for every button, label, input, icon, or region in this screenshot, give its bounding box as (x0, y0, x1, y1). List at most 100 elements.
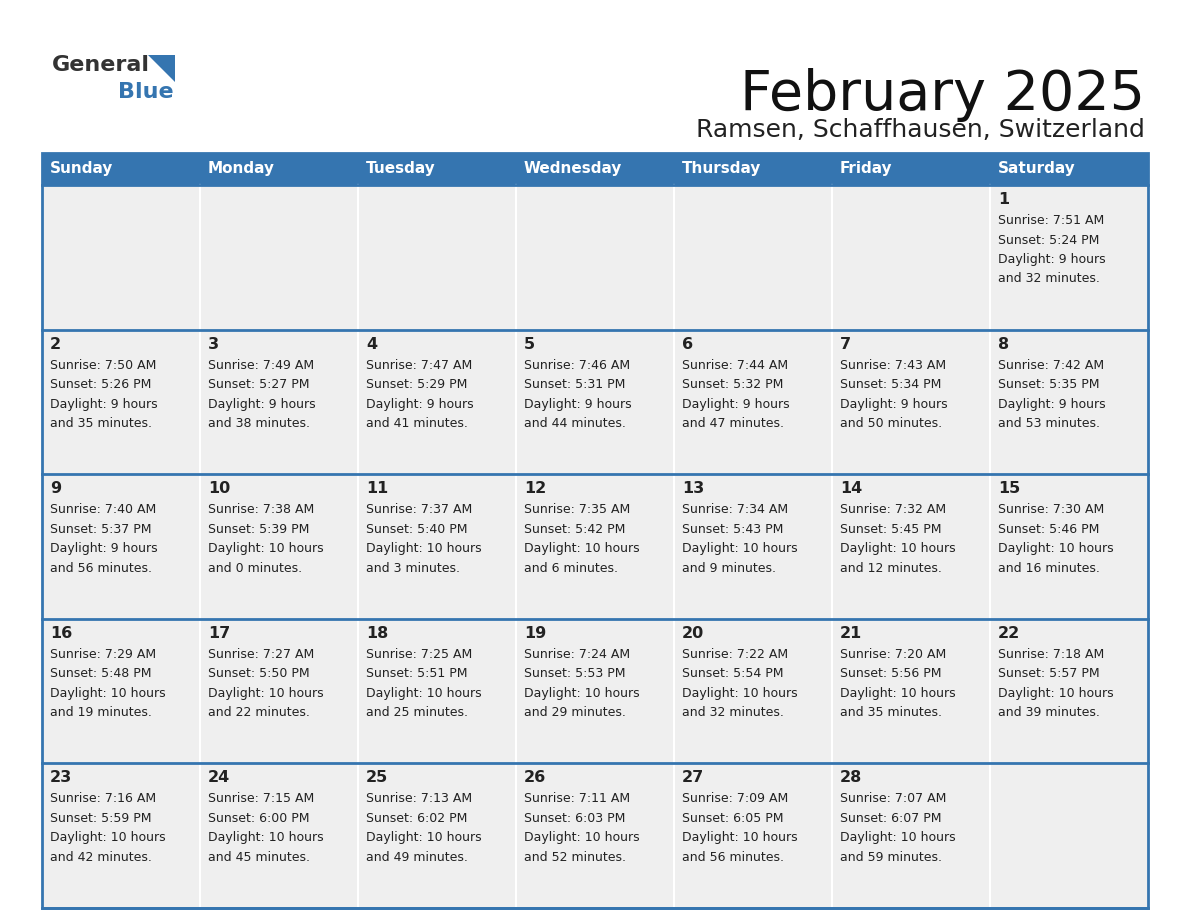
Text: Daylight: 9 hours: Daylight: 9 hours (998, 253, 1106, 266)
Text: and 38 minutes.: and 38 minutes. (208, 417, 310, 431)
Text: 13: 13 (682, 481, 704, 497)
Text: Daylight: 10 hours: Daylight: 10 hours (208, 543, 323, 555)
Text: 10: 10 (208, 481, 230, 497)
Text: Sunrise: 7:32 AM: Sunrise: 7:32 AM (840, 503, 946, 516)
Text: Sunset: 5:57 PM: Sunset: 5:57 PM (998, 667, 1100, 680)
Text: Daylight: 10 hours: Daylight: 10 hours (366, 543, 481, 555)
Text: Sunrise: 7:16 AM: Sunrise: 7:16 AM (50, 792, 156, 805)
Text: 1: 1 (998, 192, 1009, 207)
Text: Sunrise: 7:49 AM: Sunrise: 7:49 AM (208, 359, 314, 372)
Text: Sunrise: 7:13 AM: Sunrise: 7:13 AM (366, 792, 472, 805)
Text: and 35 minutes.: and 35 minutes. (50, 417, 152, 431)
Text: 5: 5 (524, 337, 535, 352)
Bar (832, 475, 990, 619)
Text: Sunrise: 7:35 AM: Sunrise: 7:35 AM (524, 503, 631, 516)
Text: Monday: Monday (208, 162, 274, 176)
Bar (200, 330, 358, 475)
Text: and 44 minutes.: and 44 minutes. (524, 417, 626, 431)
Text: 15: 15 (998, 481, 1020, 497)
Text: Daylight: 10 hours: Daylight: 10 hours (840, 687, 955, 700)
Bar (990, 330, 1148, 475)
Text: Sunrise: 7:46 AM: Sunrise: 7:46 AM (524, 359, 630, 372)
Text: 11: 11 (366, 481, 388, 497)
Text: and 56 minutes.: and 56 minutes. (682, 851, 784, 864)
Text: Sunday: Sunday (50, 162, 113, 176)
Text: 2: 2 (50, 337, 61, 352)
Text: Sunset: 5:46 PM: Sunset: 5:46 PM (998, 522, 1099, 536)
Text: and 3 minutes.: and 3 minutes. (366, 562, 460, 575)
Text: Sunset: 5:45 PM: Sunset: 5:45 PM (840, 522, 942, 536)
Text: Sunrise: 7:50 AM: Sunrise: 7:50 AM (50, 359, 157, 372)
Text: 25: 25 (366, 770, 388, 786)
Bar (832, 185, 990, 330)
Text: Daylight: 10 hours: Daylight: 10 hours (682, 687, 797, 700)
Text: Sunset: 5:24 PM: Sunset: 5:24 PM (998, 233, 1099, 247)
Text: Wednesday: Wednesday (524, 162, 623, 176)
Text: 18: 18 (366, 626, 388, 641)
Text: 3: 3 (208, 337, 219, 352)
Text: and 12 minutes.: and 12 minutes. (840, 562, 942, 575)
Text: Sunrise: 7:34 AM: Sunrise: 7:34 AM (682, 503, 788, 516)
Text: and 32 minutes.: and 32 minutes. (682, 706, 784, 720)
Bar (516, 330, 674, 475)
Text: and 22 minutes.: and 22 minutes. (208, 706, 310, 720)
Bar (42, 185, 200, 330)
Text: Daylight: 10 hours: Daylight: 10 hours (50, 687, 165, 700)
Text: Daylight: 9 hours: Daylight: 9 hours (50, 397, 158, 410)
Bar (42, 153, 1148, 908)
Text: and 39 minutes.: and 39 minutes. (998, 706, 1100, 720)
Bar (674, 330, 832, 475)
Bar (990, 619, 1148, 764)
Text: Sunset: 5:43 PM: Sunset: 5:43 PM (682, 522, 783, 536)
Text: and 45 minutes.: and 45 minutes. (208, 851, 310, 864)
Text: and 50 minutes.: and 50 minutes. (840, 417, 942, 431)
Text: and 35 minutes.: and 35 minutes. (840, 706, 942, 720)
Text: 27: 27 (682, 770, 704, 786)
Bar (200, 475, 358, 619)
Text: Blue: Blue (118, 82, 173, 102)
Polygon shape (148, 55, 175, 82)
Text: Sunrise: 7:40 AM: Sunrise: 7:40 AM (50, 503, 157, 516)
Text: and 53 minutes.: and 53 minutes. (998, 417, 1100, 431)
Text: and 16 minutes.: and 16 minutes. (998, 562, 1100, 575)
Text: February 2025: February 2025 (740, 68, 1145, 122)
Text: Sunset: 5:50 PM: Sunset: 5:50 PM (208, 667, 310, 680)
Text: Sunrise: 7:20 AM: Sunrise: 7:20 AM (840, 648, 947, 661)
Text: Sunrise: 7:30 AM: Sunrise: 7:30 AM (998, 503, 1105, 516)
Bar (516, 619, 674, 764)
Text: and 59 minutes.: and 59 minutes. (840, 851, 942, 864)
Bar (358, 475, 516, 619)
Text: Sunset: 5:34 PM: Sunset: 5:34 PM (840, 378, 941, 391)
Text: Daylight: 9 hours: Daylight: 9 hours (50, 543, 158, 555)
Text: Sunrise: 7:37 AM: Sunrise: 7:37 AM (366, 503, 473, 516)
Text: Sunrise: 7:07 AM: Sunrise: 7:07 AM (840, 792, 947, 805)
Bar (516, 764, 674, 908)
Bar (990, 475, 1148, 619)
Text: and 25 minutes.: and 25 minutes. (366, 706, 468, 720)
Bar (200, 619, 358, 764)
Bar (832, 764, 990, 908)
Bar (990, 185, 1148, 330)
Text: Daylight: 10 hours: Daylight: 10 hours (366, 832, 481, 845)
Bar (674, 619, 832, 764)
Text: and 42 minutes.: and 42 minutes. (50, 851, 152, 864)
Text: Daylight: 10 hours: Daylight: 10 hours (366, 687, 481, 700)
Text: Daylight: 9 hours: Daylight: 9 hours (840, 397, 948, 410)
Bar (516, 475, 674, 619)
Text: Daylight: 10 hours: Daylight: 10 hours (524, 543, 639, 555)
Bar (358, 619, 516, 764)
Text: Saturday: Saturday (998, 162, 1076, 176)
Text: Sunset: 5:40 PM: Sunset: 5:40 PM (366, 522, 468, 536)
Text: Daylight: 9 hours: Daylight: 9 hours (998, 397, 1106, 410)
Text: 17: 17 (208, 626, 230, 641)
Text: Sunset: 6:05 PM: Sunset: 6:05 PM (682, 812, 784, 825)
Text: Sunrise: 7:27 AM: Sunrise: 7:27 AM (208, 648, 315, 661)
Text: and 19 minutes.: and 19 minutes. (50, 706, 152, 720)
Text: 14: 14 (840, 481, 862, 497)
Text: Sunset: 5:51 PM: Sunset: 5:51 PM (366, 667, 468, 680)
Text: Daylight: 10 hours: Daylight: 10 hours (524, 687, 639, 700)
Text: Daylight: 10 hours: Daylight: 10 hours (998, 543, 1113, 555)
Text: 8: 8 (998, 337, 1009, 352)
Text: 23: 23 (50, 770, 72, 786)
Text: Sunset: 6:03 PM: Sunset: 6:03 PM (524, 812, 625, 825)
